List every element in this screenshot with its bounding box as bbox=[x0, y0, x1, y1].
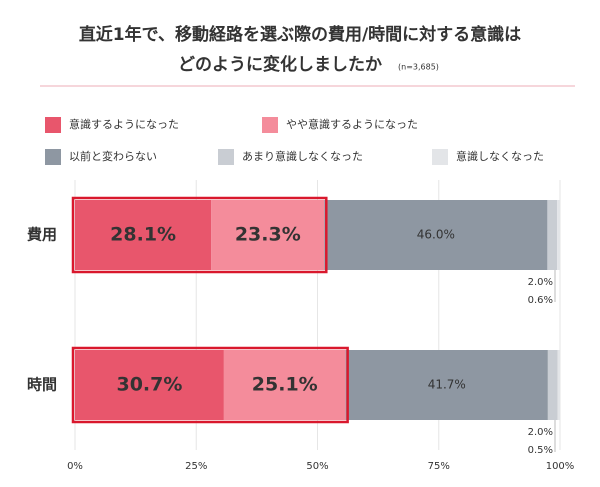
legend-label: 意識しなくなった bbox=[456, 149, 544, 163]
bar-segment bbox=[324, 200, 548, 270]
bar-segment bbox=[345, 350, 548, 420]
bar-segment bbox=[223, 350, 346, 420]
y-tick-label: 費用 bbox=[27, 226, 57, 244]
x-tick-label: 75% bbox=[428, 461, 450, 472]
legend-label: あまり意識しなくなった bbox=[242, 149, 363, 163]
chart-title: どのように変化しましたか bbox=[178, 54, 382, 75]
bar-segment bbox=[75, 200, 212, 270]
value-label: 2.0% bbox=[528, 427, 553, 438]
bar-segment bbox=[547, 200, 558, 270]
y-tick-label: 時間 bbox=[27, 376, 57, 394]
bar-segment bbox=[211, 200, 325, 270]
legend-label: 意識するようになった bbox=[69, 117, 179, 131]
value-label: 23.3% bbox=[235, 224, 301, 246]
chart-title: 直近1年で、移動経路を選ぶ際の費用/時間に対する意識は bbox=[79, 24, 521, 45]
x-tick-label: 100% bbox=[546, 461, 575, 472]
legend-swatch bbox=[45, 149, 61, 165]
value-label: 46.0% bbox=[417, 228, 455, 242]
legend-label: 以前と変わらない bbox=[69, 149, 157, 163]
x-tick-label: 50% bbox=[306, 461, 328, 472]
highlight-box bbox=[71, 346, 349, 424]
bar-segment bbox=[75, 350, 224, 420]
highlight-box bbox=[71, 196, 328, 274]
value-label: 0.6% bbox=[528, 295, 553, 306]
value-label: 25.1% bbox=[252, 374, 318, 396]
x-tick-label: 0% bbox=[67, 461, 83, 472]
legend-swatch bbox=[262, 117, 278, 133]
value-label: 28.1% bbox=[110, 224, 176, 246]
legend-swatch bbox=[218, 149, 234, 165]
value-label: 30.7% bbox=[116, 374, 182, 396]
bar-segment bbox=[547, 350, 558, 420]
legend-swatch bbox=[45, 117, 61, 133]
chart-subtitle: (n=3,685) bbox=[398, 63, 439, 72]
value-label: 2.0% bbox=[528, 277, 553, 288]
bar-segment bbox=[557, 350, 560, 420]
bar-segment bbox=[557, 200, 560, 270]
value-label: 0.5% bbox=[528, 445, 553, 456]
x-tick-label: 25% bbox=[185, 461, 207, 472]
value-label: 41.7% bbox=[428, 378, 466, 392]
legend-swatch bbox=[432, 149, 448, 165]
legend-label: やや意識するようになった bbox=[286, 117, 418, 131]
